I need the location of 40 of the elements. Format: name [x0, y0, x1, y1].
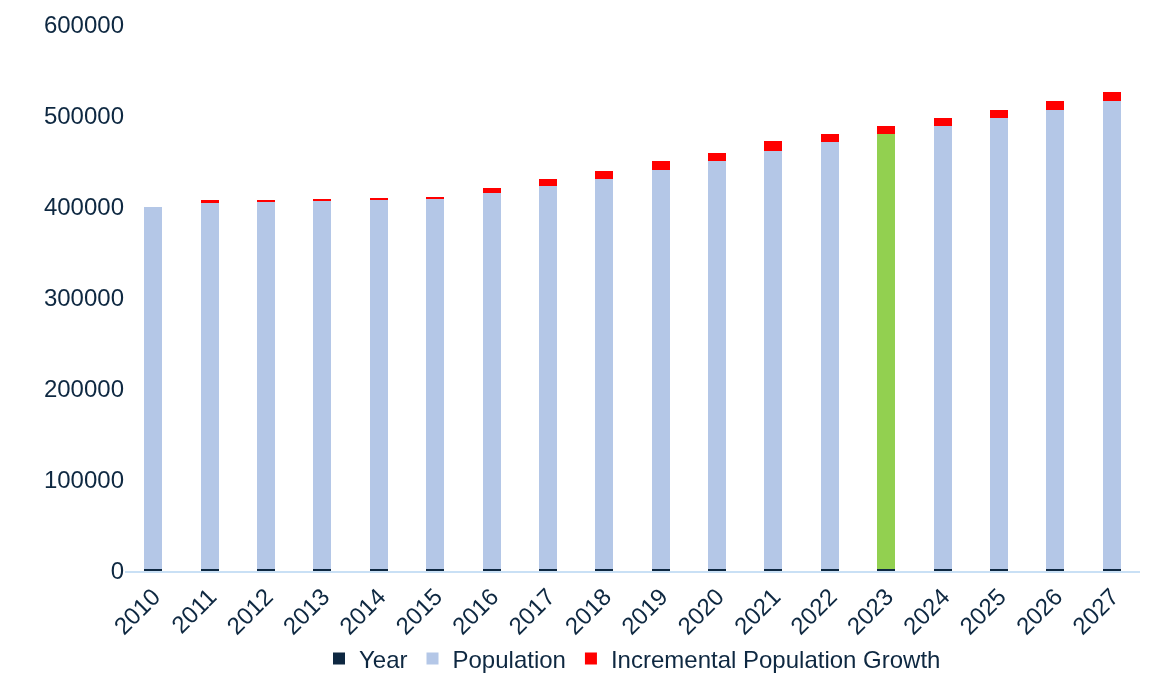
bar: [764, 150, 783, 570]
bar: [200, 203, 219, 570]
bar: [933, 117, 952, 126]
bar: [990, 117, 1009, 570]
bar: [256, 201, 275, 570]
bar: [313, 200, 332, 570]
legend-label: Population: [452, 645, 566, 673]
bar: [877, 134, 896, 570]
bar: [933, 125, 952, 570]
bar: [538, 178, 557, 187]
bar: [820, 142, 839, 570]
bar: [369, 199, 388, 570]
bar: [708, 161, 727, 570]
y-tick-label: 300000: [43, 284, 124, 312]
bar: [651, 169, 670, 570]
y-tick-label: 0: [110, 557, 124, 585]
bar: [1102, 92, 1121, 101]
bar: [1046, 109, 1065, 570]
bar: [1102, 100, 1121, 570]
bar: [708, 153, 727, 162]
bar: [764, 140, 783, 151]
y-tick-label: 200000: [43, 375, 124, 403]
bar: [426, 198, 445, 570]
bar: [990, 109, 1009, 118]
y-tick-label: 100000: [43, 466, 124, 494]
bar: [651, 160, 670, 170]
bar: [595, 178, 614, 570]
bar: [820, 134, 839, 143]
legend-label: Year: [359, 645, 408, 673]
bar: [482, 187, 501, 194]
y-tick-label: 500000: [43, 102, 124, 130]
bar: [144, 206, 163, 570]
bar: [482, 193, 501, 570]
bar: [595, 171, 614, 179]
legend-label: Incremental Population Growth: [610, 645, 941, 673]
y-tick-label: 600000: [43, 11, 124, 39]
bar: [538, 186, 557, 570]
y-tick-label: 400000: [43, 193, 124, 221]
bar: [877, 125, 896, 135]
bar: [1046, 101, 1065, 110]
